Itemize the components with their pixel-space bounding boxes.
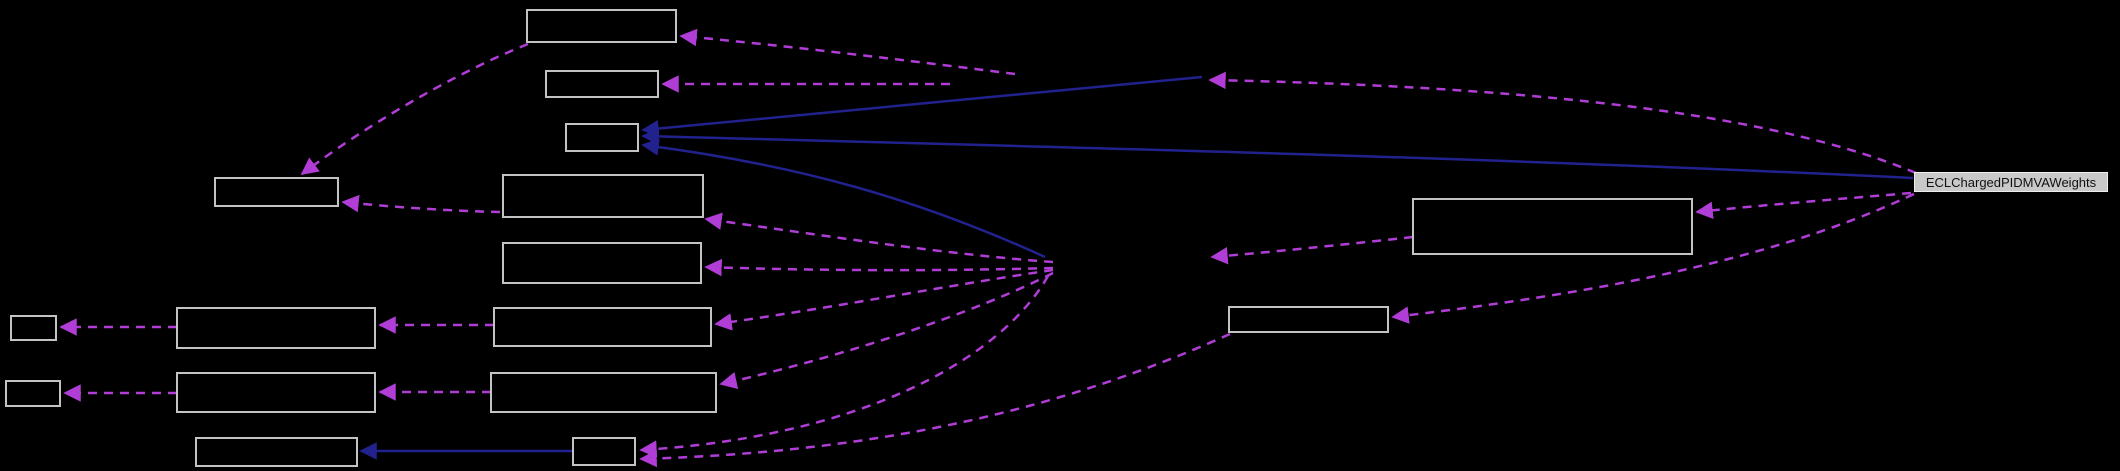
class-node-node-11[interactable] [176,372,376,413]
class-node-node-4[interactable] [214,177,339,207]
edge-node-5-to-node-4 [341,194,501,214]
edge-hidden-mid-to-node-3 [641,138,1046,259]
class-node-node-6[interactable] [502,242,702,284]
class-node-node-14[interactable] [572,437,636,466]
edge-hub-to-node-14 [639,275,1050,458]
edge-hub-to-node-5 [704,212,1054,264]
edge-main-to-node-16 [1391,192,1915,324]
edge-main-to-hidden-top [1208,71,1917,175]
class-node-node-1[interactable] [526,9,677,43]
edge-hub-to-node-12 [719,271,1054,390]
edge-hub-to-node-6 [704,258,1054,277]
class-node-node-8[interactable] [176,307,376,349]
class-node-node-13[interactable] [195,437,358,467]
class-node-node-15[interactable] [1412,198,1693,255]
node-layer [5,9,1693,467]
class-node-node-3[interactable] [565,123,639,152]
edge-main-to-node-3 [641,127,1914,180]
edge-node-15-to-hidden [1210,235,1414,265]
edge-hidden-top-to-node-3 [641,75,1203,138]
main-class-label: ECLChargedPIDMVAWeights [1925,174,2097,190]
class-node-node-9[interactable] [493,307,712,347]
edge-to-node-1 [679,28,1016,76]
main-class-node: ECLChargedPIDMVAWeights [1914,172,2108,192]
edge-layer [59,28,1917,468]
class-node-node-12[interactable] [490,372,717,413]
class-node-node-7[interactable] [10,315,57,341]
class-node-node-10[interactable] [5,380,61,407]
class-node-node-16[interactable] [1228,306,1389,333]
edge-node-1-to-node-4 [300,42,529,176]
class-node-node-2[interactable] [545,70,659,98]
class-node-node-5[interactable] [502,174,704,218]
